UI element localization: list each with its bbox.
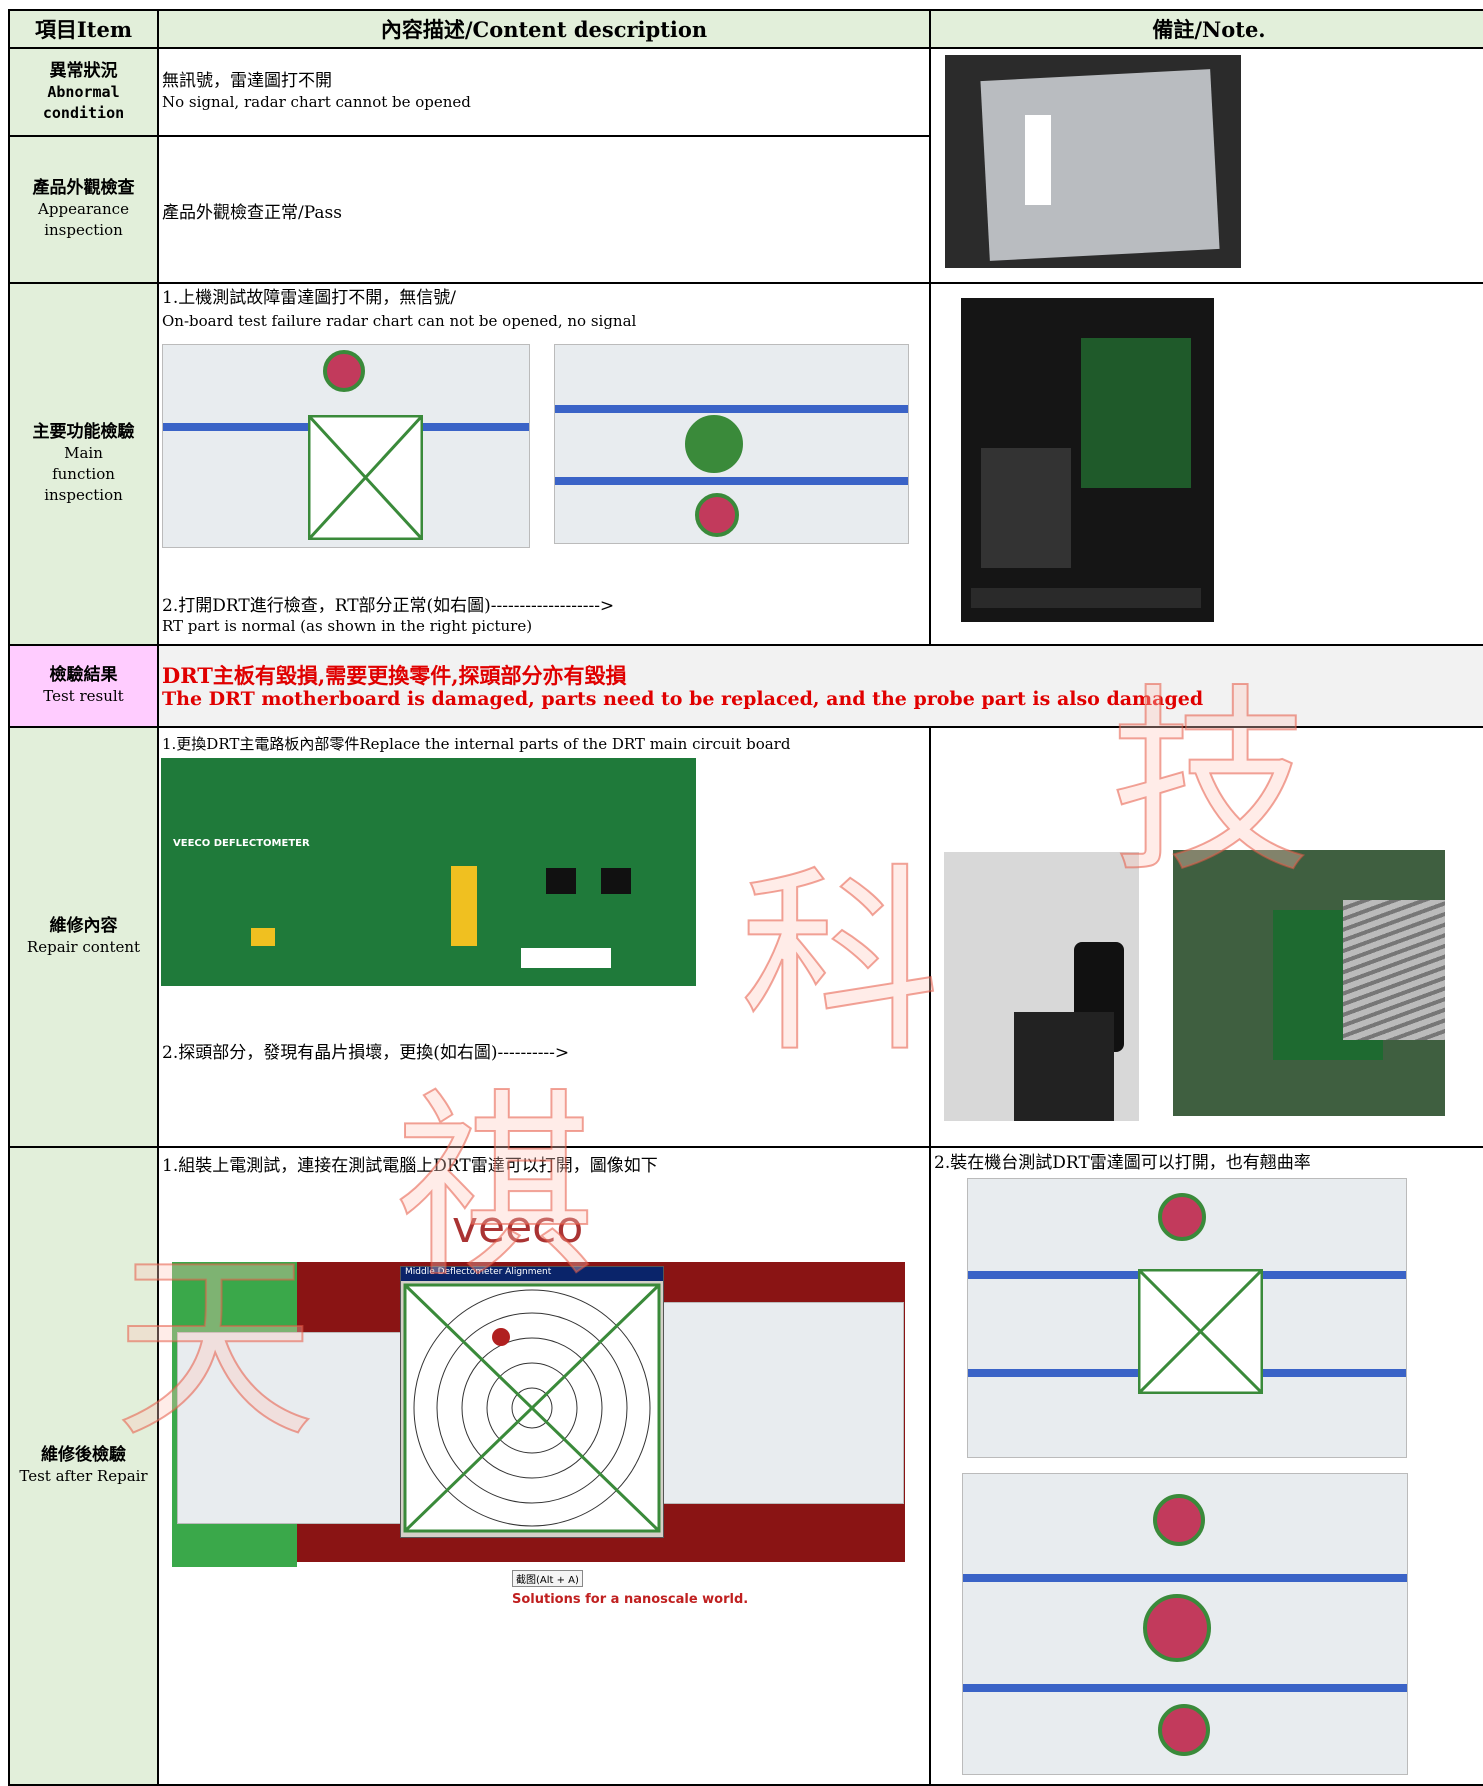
label-zh: 維修後檢驗 bbox=[41, 1445, 126, 1465]
label-zh: 異常狀況 bbox=[49, 60, 118, 81]
capture-hint: 截图(Alt + A) bbox=[512, 1570, 583, 1587]
text: No signal, radar chart cannot be opened bbox=[162, 93, 471, 111]
screenshot: veeco Middle Deflectometer Alignment Sol… bbox=[172, 1202, 905, 1623]
header-note: 備註/Note. bbox=[929, 9, 1483, 49]
text: 無訊號，雷達圖打不開 bbox=[162, 71, 332, 91]
row-label: 異常狀況 Abnormal condition bbox=[8, 47, 159, 137]
slogan: Solutions for a nanoscale world. bbox=[512, 1592, 749, 1607]
label-en: Main function inspection bbox=[44, 444, 123, 504]
text: 1.組裝上電測試，連接在測試電腦上DRT雷達可以打開，圖像如下 bbox=[162, 1156, 658, 1176]
watermark: 科 bbox=[739, 846, 941, 1081]
board-label: VEECO DEFLECTOMETER bbox=[173, 838, 310, 849]
alignment-window bbox=[1138, 1269, 1263, 1394]
header-item: 項目Item bbox=[8, 9, 159, 49]
label-zh: 產品外觀檢查 bbox=[32, 178, 135, 198]
label-en: Repair content bbox=[26, 938, 141, 956]
watermark: 祺 bbox=[394, 1071, 596, 1306]
photo bbox=[961, 298, 1214, 622]
photo bbox=[944, 852, 1139, 1121]
screenshot bbox=[162, 344, 530, 548]
text: 2.裝在機台測試DRT雷達圖可以打開，也有翹曲率 bbox=[934, 1153, 1311, 1173]
row-label: 維修內容 Repair content bbox=[8, 726, 159, 1148]
text: 產品外觀檢查正常/Pass bbox=[162, 203, 342, 223]
photo bbox=[967, 1178, 1407, 1458]
label-en: Test after Repair bbox=[19, 1467, 148, 1485]
result-cell bbox=[157, 644, 1483, 728]
row-label: 維修後檢驗 Test after Repair bbox=[8, 1146, 159, 1786]
text: 2.探頭部分，發現有晶片損壞，更換(如右圖)----------> bbox=[162, 1043, 570, 1063]
brand: veeco bbox=[452, 1202, 584, 1253]
label-en: Test result bbox=[43, 687, 124, 705]
text: 2.打開DRT進行檢查，RT部分正常(如右圖)-----------------… bbox=[162, 596, 615, 616]
watermark: 天 bbox=[114, 1231, 316, 1466]
label-en: Abnormal condition bbox=[42, 82, 125, 122]
row-label: 檢驗結果 Test result bbox=[8, 644, 159, 728]
screenshot bbox=[554, 344, 909, 544]
watermark: 技 bbox=[1109, 666, 1311, 901]
label-zh: 主要功能檢驗 bbox=[32, 422, 135, 442]
label-en: Appearance inspection bbox=[38, 200, 129, 239]
row-label: 主要功能檢驗 Main function inspection bbox=[8, 282, 159, 646]
content-cell bbox=[157, 47, 931, 137]
photo: VEECO DEFLECTOMETER bbox=[161, 758, 696, 986]
text: 1.更換DRT主電路板內部零件Replace the internal part… bbox=[162, 735, 791, 753]
label-zh: 檢驗結果 bbox=[49, 665, 118, 685]
text: 1.上機測試故障雷達圖打不開，無信號/ bbox=[162, 288, 456, 308]
text: On-board test failure radar chart can no… bbox=[162, 312, 637, 330]
header-content: 內容描述/Content description bbox=[157, 9, 931, 49]
row-label: 產品外觀檢查 Appearance inspection bbox=[8, 135, 159, 284]
photo bbox=[962, 1473, 1408, 1775]
result-text: The DRT motherboard is damaged, parts ne… bbox=[162, 688, 1204, 710]
window-title: Middle Deflectometer Alignment bbox=[401, 1267, 663, 1281]
alignment-window bbox=[308, 415, 423, 540]
text: RT part is normal (as shown in the right… bbox=[162, 617, 533, 635]
label-zh: 維修內容 bbox=[49, 916, 118, 936]
photo bbox=[1173, 850, 1445, 1116]
result-text: DRT主板有毀損,需要更換零件,探頭部分亦有毀損 bbox=[162, 663, 627, 688]
radar bbox=[403, 1283, 661, 1533]
photo bbox=[945, 55, 1241, 268]
